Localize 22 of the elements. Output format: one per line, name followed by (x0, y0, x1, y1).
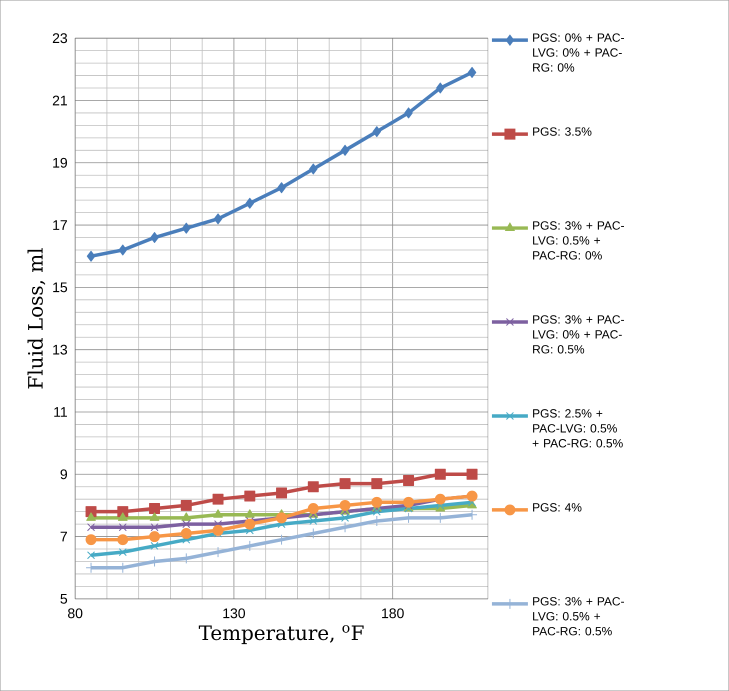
legend-label: PGS: 3.5% (533, 127, 592, 136)
legend-label: PGS: 3% + PAC-LVG: 0% + PAC- RG: 0.5% (533, 315, 624, 354)
y-tick-label: 11 (54, 407, 67, 417)
x-tick-label: 180 (382, 608, 404, 618)
y-tick-label: 7 (60, 532, 67, 542)
x-tick-label: 80 (68, 608, 82, 618)
y-tick-label: 17 (53, 220, 67, 230)
legend-label: PGS: 3% + PAC-LVG: 0.5% + PAC-RG: 0.5% (533, 597, 624, 636)
y-tick-label: 5 (60, 594, 68, 604)
y-tick-label: 13 (53, 344, 68, 355)
legend-label: PGS: 2.5% + PAC-LVG: 0.5% + PAC-RG: 0.5% (532, 409, 623, 448)
y-tick-label: 15 (53, 282, 68, 292)
y-tick-label: 9 (60, 469, 67, 480)
y-tick-label: 23 (52, 33, 68, 44)
y-tick-label: 19 (53, 158, 67, 168)
legend-label: PGS: 0% + PAC-LVG: 0% + PAC- RG: 0% (533, 33, 624, 72)
legend-label: PGS: 4% (533, 503, 582, 512)
y-tick-label: 21 (52, 96, 67, 106)
legend-label: PGS: 3% + PAC-LVG: 0.5% + PAC-RG: 0% (533, 221, 624, 260)
x-tick-label: 130 (223, 608, 246, 618)
y-axis-title: Fluid Loss, ml (27, 248, 46, 388)
x-axis-title: Temperature, $^{o}$F (198, 625, 364, 644)
